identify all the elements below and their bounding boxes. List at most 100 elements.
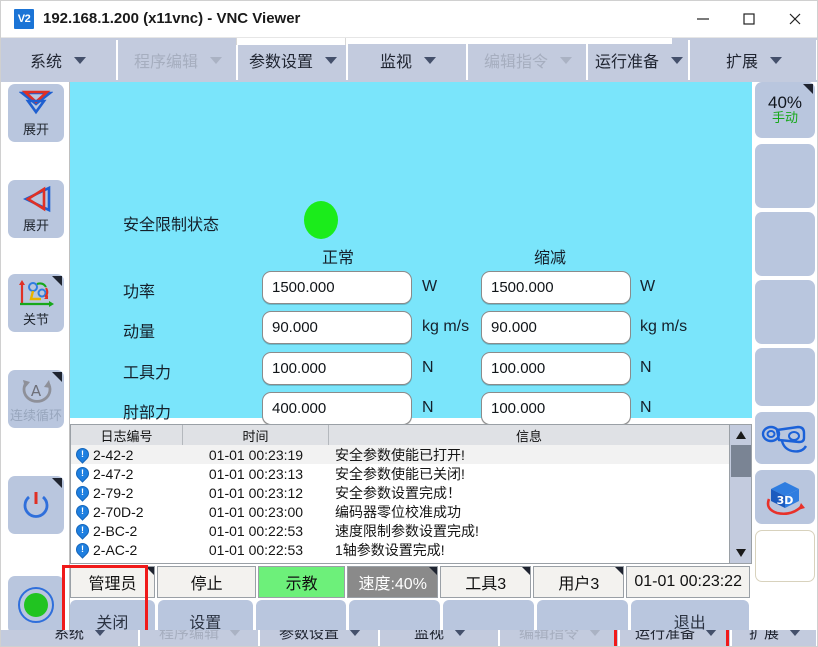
speed-mode-button[interactable]: 40% 手动: [755, 82, 815, 138]
scroll-down-arrow-icon[interactable]: [730, 543, 752, 563]
row-label-power: 功率: [123, 284, 156, 301]
corner-indicator-icon: [615, 567, 624, 575]
teach-pendant-button[interactable]: [755, 412, 815, 464]
background-menu-item-4: 编辑指令: [502, 630, 620, 646]
menu-item-label: 扩展: [725, 54, 758, 71]
right-icon-rail: 40% 手动 3D: [752, 82, 818, 647]
log-table-body: 2-42-2 01-01 00:23:19 安全参数使能已打开! 2-47-2 01-0…: [71, 445, 729, 559]
status-cell-label: 工具3: [465, 576, 507, 593]
rail-button-label: 展开: [22, 218, 49, 233]
menu-item-label: 运行准备: [594, 54, 659, 71]
menu-item-6[interactable]: 扩展: [692, 40, 818, 80]
right-rail-slot-2[interactable]: [755, 212, 815, 276]
rail-button-label: 关节: [22, 312, 49, 327]
menu-item-5[interactable]: 运行准备: [590, 40, 690, 80]
mode-value: 手动: [771, 110, 798, 126]
rail-button-green-run-indicator-icon[interactable]: [8, 576, 64, 634]
input-power-reduced[interactable]: 1500.000: [481, 271, 631, 304]
status-cell-label: 停止: [190, 576, 223, 593]
menu-item-3[interactable]: 监视: [350, 40, 468, 80]
input-tool-force-normal[interactable]: 100.000: [262, 352, 412, 385]
view-3d-button[interactable]: 3D: [755, 470, 815, 524]
status-cell-6[interactable]: 01-01 00:23:22: [626, 566, 751, 598]
status-cell-0[interactable]: 管理员: [70, 566, 156, 598]
log-time: 01-01 00:23:13: [208, 465, 304, 482]
chevron-down-icon: [74, 56, 86, 64]
chevron-down-icon: [705, 630, 717, 636]
menu-item-4: 编辑指令: [470, 40, 588, 80]
status-cell-5[interactable]: 用户3: [533, 566, 625, 598]
background-menu-item-2: 参数设置: [262, 630, 380, 646]
close-icon[interactable]: [772, 0, 818, 38]
log-table-header: 日志编号 时间 信息: [71, 425, 729, 445]
background-menu-item-0: 系统: [22, 630, 140, 646]
log-row[interactable]: 2-70D-2 01-01 00:23:00 编码器零位校准成功: [71, 502, 729, 521]
log-row[interactable]: 2-47-2 01-01 00:23:13 安全参数使能已关闭!: [71, 464, 729, 483]
log-scrollbar[interactable]: [729, 425, 751, 563]
info-icon: [71, 483, 93, 502]
log-row[interactable]: 2-79-2 01-01 00:23:12 安全参数设置完成！: [71, 483, 729, 502]
background-menu-item-label: 程序编辑: [158, 630, 219, 642]
background-menu-item-label: 运行准备: [634, 630, 695, 642]
safety-status-label: 安全限制状态: [123, 217, 220, 234]
input-elbow-force-reduced[interactable]: 100.000: [481, 392, 631, 425]
chevron-down-icon: [94, 630, 106, 636]
left-icon-rail: 展开 展开 关节 A 连续循环: [0, 82, 70, 647]
log-row[interactable]: 2-AC-2 01-01 00:22:53 1轴参数设置完成!: [71, 540, 729, 559]
unit-momentum-normal: kg m/s: [422, 318, 470, 335]
status-cell-2[interactable]: 示教: [258, 566, 346, 598]
menu-item-1: 程序编辑: [120, 40, 238, 80]
rail-button-label: 连续循环: [9, 408, 62, 423]
right-rail-slot-4[interactable]: [755, 348, 815, 406]
bottom-button-label: 关闭: [96, 615, 129, 632]
row-label-elbow-force: 肘部力: [123, 405, 172, 422]
log-message: 速度限制参数设置完成!: [335, 522, 479, 539]
input-tool-force-reduced[interactable]: 100.000: [481, 352, 631, 385]
log-id: 2-79-2: [93, 484, 134, 501]
chevron-double-left-icon: [20, 184, 52, 214]
minimize-icon[interactable]: [680, 0, 726, 38]
input-power-normal[interactable]: 1500.000: [262, 271, 412, 304]
unit-power-reduced: W: [640, 278, 656, 295]
chevron-down-icon: [589, 630, 601, 636]
log-row[interactable]: 2-42-2 01-01 00:23:19 安全参数使能已打开!: [71, 445, 729, 464]
menu-item-label: 程序编辑: [133, 54, 198, 71]
log-message: 安全参数使能已关闭!: [335, 465, 465, 482]
safety-status-indicator: [304, 201, 338, 239]
input-elbow-force-normal[interactable]: 400.000: [262, 392, 412, 425]
input-momentum-reduced[interactable]: 90.000: [481, 311, 631, 344]
window-title: 192.168.1.200 (x11vnc) - VNC Viewer: [43, 10, 301, 27]
log-row[interactable]: 2-BC-2 01-01 00:22:53 速度限制参数设置完成!: [71, 521, 729, 540]
log-time: 01-01 00:22:53: [208, 541, 304, 558]
status-cell-1[interactable]: 停止: [157, 566, 257, 598]
rail-button-展开[interactable]: 展开: [8, 84, 64, 142]
rail-button-展开[interactable]: 展开: [8, 180, 64, 238]
scroll-up-arrow-icon[interactable]: [730, 425, 752, 445]
input-momentum-normal[interactable]: 90.000: [262, 311, 412, 344]
status-cell-4[interactable]: 工具3: [440, 566, 532, 598]
status-cell-3[interactable]: 速度:40%: [347, 566, 439, 598]
auto-cycle-icon: A: [18, 374, 54, 404]
log-time: 01-01 00:23:12: [208, 484, 304, 501]
right-rail-slot-3[interactable]: [755, 280, 815, 344]
svg-text:A: A: [31, 382, 42, 400]
info-icon: [71, 521, 93, 540]
maximize-icon[interactable]: [726, 0, 772, 38]
right-rail-slot-5[interactable]: [755, 530, 815, 582]
scrollbar-thumb[interactable]: [731, 445, 751, 477]
chevron-down-icon: [671, 56, 683, 64]
menu-item-0[interactable]: 系统: [0, 40, 118, 80]
rail-button-power-icon[interactable]: [8, 476, 64, 534]
menu-item-label: 系统: [29, 54, 62, 71]
info-icon: [71, 502, 93, 521]
log-col-id: 日志编号: [71, 425, 183, 445]
right-rail-slot-1[interactable]: [755, 144, 815, 208]
unit-momentum-reduced: kg m/s: [640, 318, 688, 335]
app-menubar: 系统 程序编辑 参数设置 监视 编辑指令 运行准备 扩展: [0, 38, 818, 82]
highlight-marker-0: [614, 630, 617, 647]
log-message: 编码器零位校准成功: [335, 503, 461, 520]
active-tab-notch: [236, 38, 672, 44]
rail-button-关节[interactable]: 关节: [8, 274, 64, 332]
log-table: 日志编号 时间 信息 2-42-2 01-01 00:23:19 安全参数使能已打开…: [70, 424, 752, 564]
menu-item-2[interactable]: 参数设置: [240, 40, 348, 80]
